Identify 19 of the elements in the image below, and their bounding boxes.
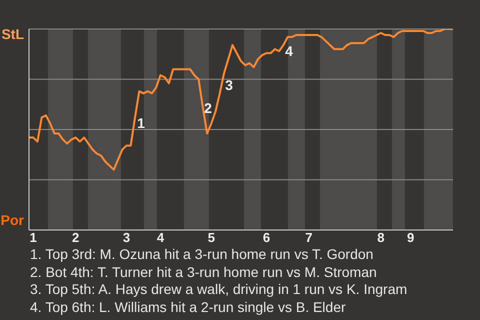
annotation: 2 — [204, 100, 212, 116]
text: 3. Top 5th: A. Hays drew a walk, driving in 1 run vs K. Ingram — [30, 281, 408, 298]
text: 4. Top 6th: L. Williams hit a 2-run single vs B. Elder — [30, 298, 347, 316]
text: 1. Top 3rd: M. Ozuna hit a 3-run home run vs T. Gordon — [30, 246, 374, 264]
annotation: 1 — [137, 115, 146, 131]
x-tick-label: 9 — [406, 230, 414, 245]
x-tick-label: 7 — [305, 230, 312, 245]
annotation: 4 — [285, 43, 294, 59]
text: StL — [1, 26, 24, 42]
x-tick-label: 6 — [262, 230, 270, 245]
x-tick-label: 5 — [208, 230, 215, 245]
x-tick-label: 1 — [30, 230, 37, 245]
annotation: 3 — [225, 77, 234, 93]
x-tick-label: 2 — [72, 230, 80, 245]
x-tick-label: 4 — [156, 230, 165, 245]
x-tick-label: 8 — [377, 230, 385, 245]
x-tick-label: 3 — [122, 230, 130, 245]
text: 2. Bot 4th: T. Turner hit a 3-run home run vs M. Stroman — [30, 264, 378, 281]
text: Por — [0, 212, 25, 228]
